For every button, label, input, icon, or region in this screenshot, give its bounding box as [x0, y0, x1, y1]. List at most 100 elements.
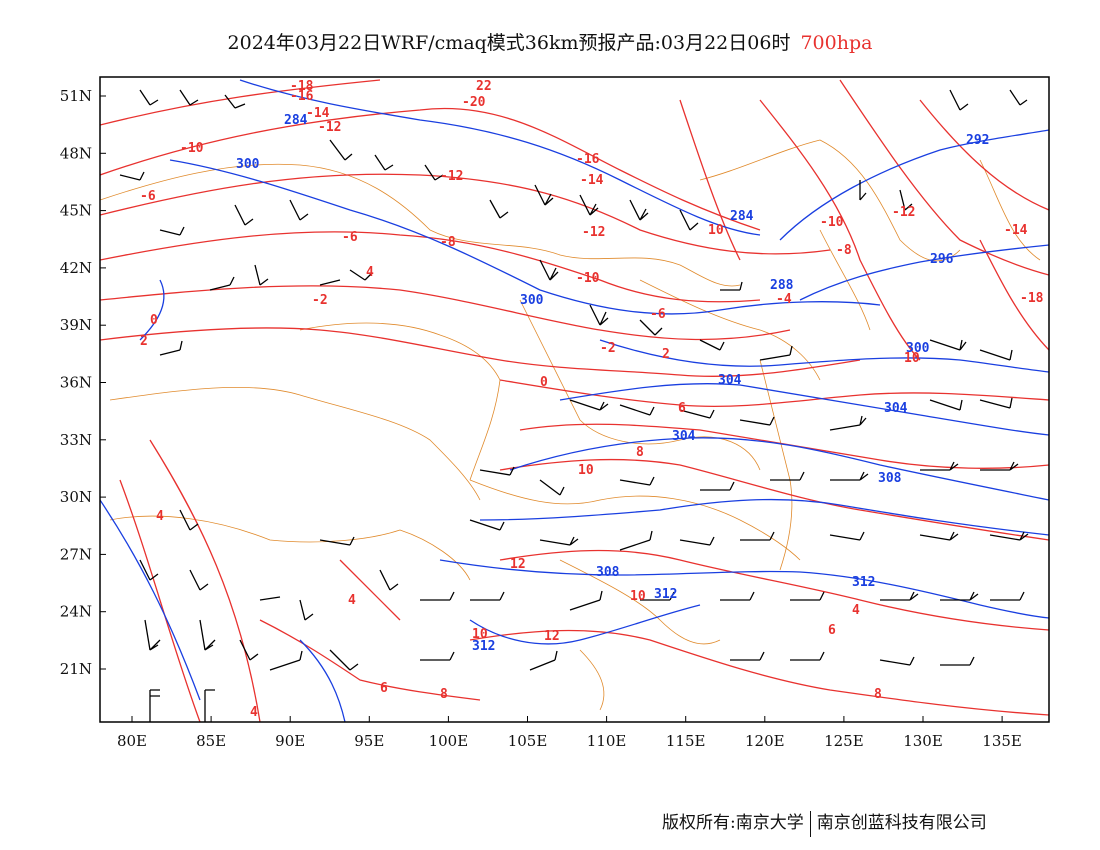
- temp-label: 8: [874, 687, 882, 702]
- temp-label: -8: [836, 243, 852, 258]
- temp-label: -12: [892, 205, 915, 220]
- lon-tick-label: 125E: [824, 732, 864, 750]
- temp-label: 4: [348, 593, 356, 608]
- height-label: 288: [770, 278, 794, 293]
- lon-tick-label: 85E: [196, 732, 226, 750]
- height-label: 304: [672, 429, 696, 444]
- temp-label: -10: [180, 141, 204, 156]
- lon-tick-label: 80E: [117, 732, 147, 750]
- latitude-axis: 51N 48N 45N 42N 39N 36N 33N 30N 27N 24N 21N: [60, 87, 106, 678]
- lon-tick-label: 100E: [429, 732, 469, 750]
- lat-tick-label: 27N: [60, 545, 92, 563]
- temp-label: 4: [250, 705, 258, 720]
- temp-label: -16: [290, 89, 314, 104]
- temp-label: -16: [576, 152, 600, 167]
- title-main: 2024年03月22日WRF/cmaq模式36km预报产品:03月22日06时: [227, 32, 791, 54]
- lat-tick-label: 48N: [60, 144, 92, 162]
- temp-label: -12: [440, 169, 463, 184]
- height-label: 284: [730, 209, 754, 224]
- height-label: 304: [718, 373, 742, 388]
- temp-label: 12: [544, 629, 560, 644]
- temp-label: 10: [904, 351, 920, 366]
- temp-label: 22: [476, 79, 492, 94]
- temperature-contours: [100, 79, 1049, 722]
- temp-label: -6: [140, 189, 156, 204]
- lat-tick-label: 39N: [60, 316, 92, 334]
- company-text: 南京创蓝科技有限公司: [816, 813, 987, 833]
- lon-tick-label: 115E: [666, 732, 706, 750]
- lon-tick-label: 120E: [745, 732, 785, 750]
- temp-label: 8: [636, 445, 644, 460]
- height-label: 304: [884, 401, 908, 416]
- temp-label: 8: [440, 687, 448, 702]
- temp-label: -4: [776, 292, 792, 307]
- temp-label: -6: [650, 307, 666, 322]
- lat-tick-label: 30N: [60, 488, 92, 506]
- lat-tick-label: 51N: [60, 87, 92, 105]
- contour-labels: -18 -16 -14 -12 -10 -8 -6 -6 -4 -2 -2 0 …: [140, 79, 1044, 720]
- temp-label: -10: [576, 271, 600, 286]
- temp-label: 4: [156, 509, 164, 524]
- plot-frame: [99, 76, 1050, 723]
- height-label: 312: [852, 575, 875, 590]
- temp-label: -6: [342, 230, 358, 245]
- lon-tick-label: 130E: [903, 732, 943, 750]
- temp-label: -2: [600, 341, 616, 356]
- height-label: 292: [966, 133, 989, 148]
- chart-title: 2024年03月22日WRF/cmaq模式36km预报产品:03月22日06时 7…: [0, 28, 1100, 55]
- height-label: 296: [930, 252, 954, 267]
- copyright-text: 版权所有:南京大学: [662, 813, 804, 833]
- temp-label: 10: [630, 589, 646, 604]
- temp-label: 10: [578, 463, 594, 478]
- lon-tick-label: 95E: [354, 732, 384, 750]
- temp-label: 10: [708, 223, 724, 238]
- temp-label: 4: [366, 265, 374, 280]
- temp-label: -10: [820, 215, 844, 230]
- temp-label: 12: [510, 557, 526, 572]
- lat-tick-label: 42N: [60, 259, 92, 277]
- temp-label: -18: [290, 79, 314, 94]
- temp-label: -12: [318, 120, 341, 135]
- temp-label: -14: [580, 173, 604, 188]
- temp-label: 0: [150, 313, 158, 328]
- lat-tick-label: 24N: [60, 603, 92, 621]
- lon-tick-label: 110E: [587, 732, 627, 750]
- temp-label: -14: [306, 106, 330, 121]
- temp-label: -12: [582, 225, 605, 240]
- temp-label: 2: [662, 347, 670, 362]
- lat-tick-label: 45N: [60, 202, 92, 220]
- lon-tick-label: 135E: [982, 732, 1022, 750]
- height-label: 312: [654, 587, 677, 602]
- height-label: 300: [906, 341, 930, 356]
- temp-label: 2: [140, 334, 148, 349]
- lon-tick-label: 90E: [275, 732, 305, 750]
- footer-credit: 版权所有:南京大学 南京创蓝科技有限公司: [662, 808, 987, 837]
- temp-label: -8: [440, 235, 456, 250]
- lat-tick-label: 21N: [60, 660, 92, 678]
- temp-label: -2: [312, 293, 328, 308]
- height-contours: [100, 79, 1049, 722]
- height-label: 300: [236, 157, 260, 172]
- title-level: 700hpa: [800, 32, 873, 54]
- temp-label: 4: [852, 603, 860, 618]
- lon-tick-label: 105E: [508, 732, 548, 750]
- height-label: 300: [520, 293, 544, 308]
- temp-label: 10: [472, 627, 488, 642]
- height-label: 308: [596, 565, 620, 580]
- footer-divider: [809, 810, 811, 837]
- temp-label: -20: [462, 95, 486, 110]
- height-label: 284: [284, 113, 308, 128]
- height-label: 312: [472, 639, 495, 654]
- temp-label: 6: [828, 623, 836, 638]
- temp-label: 6: [678, 401, 686, 416]
- temp-label: 0: [540, 375, 548, 390]
- height-label: 308: [878, 471, 902, 486]
- borders: [100, 139, 1041, 711]
- temp-label: 6: [380, 681, 388, 696]
- temp-label: -18: [1020, 291, 1044, 306]
- lat-tick-label: 36N: [60, 374, 92, 392]
- temp-label: -14: [1004, 223, 1028, 238]
- wind-barbs: [119, 89, 1029, 722]
- longitude-axis: 80E 85E 90E 95E 100E 105E 110E 115E 120E 125E 130E…: [117, 716, 1022, 750]
